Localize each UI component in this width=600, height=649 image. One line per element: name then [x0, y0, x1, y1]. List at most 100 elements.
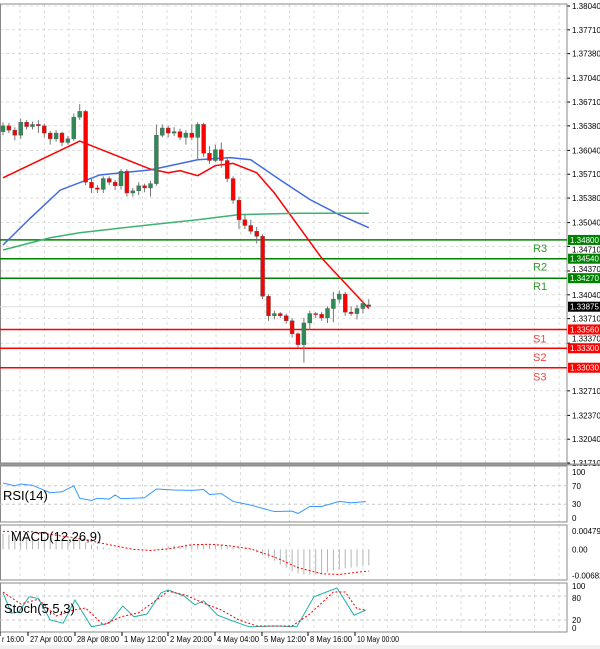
candle-bearish [260, 236, 265, 297]
candle-bullish [331, 298, 336, 309]
price-tick-label: 1.35040 [572, 219, 600, 228]
candle-bullish [53, 132, 59, 140]
level-label-r1: R1 [533, 281, 547, 293]
candle-bullish [171, 131, 177, 134]
rsi-tick-label: 0 [572, 514, 577, 523]
level-price-box [568, 324, 600, 335]
level-price-box [568, 273, 600, 284]
price-tick-label: 1.37380 [572, 50, 600, 59]
candle-bearish [284, 315, 289, 321]
stoch-tick-label: 80 [572, 594, 581, 603]
level-price-box [568, 343, 600, 354]
level-price-label: 1.33560 [570, 325, 599, 334]
price-tick-label: 1.35380 [572, 194, 600, 203]
rsi-tick-label: 70 [572, 482, 581, 491]
price-tick-label: 1.33370 [572, 335, 600, 344]
horizontal-scrollbar[interactable] [0, 645, 600, 649]
candle-bearish [177, 131, 183, 138]
candle-bearish [348, 311, 354, 314]
level-price-label: 1.33300 [570, 344, 599, 353]
macd-signal-line [2, 530, 369, 576]
moving-average-line [2, 212, 369, 251]
price-tick-label: 1.36380 [572, 122, 600, 131]
candle-bullish [118, 171, 124, 186]
rsi-label: RSI(14) [3, 488, 48, 503]
price-tick-label: 1.37710 [572, 26, 600, 35]
price-tick-label: 1.35710 [572, 170, 600, 179]
candle-bearish [201, 124, 206, 154]
candle-bullish [154, 135, 159, 184]
price-tick-label: 1.32040 [572, 435, 600, 444]
stoch-tick-label: 0 [572, 624, 577, 633]
time-axis-label: 2 May 20:00 [170, 635, 213, 644]
candle-bearish [95, 187, 100, 190]
level-price-label: 1.34540 [570, 255, 599, 264]
panel-frame [0, 3, 568, 464]
rsi-line [2, 482, 366, 514]
candle-bearish [24, 122, 29, 127]
current-price-box [568, 301, 600, 312]
candle-bearish [313, 313, 318, 315]
candle-bullish [77, 111, 82, 118]
candle-bearish [242, 219, 248, 226]
price-tick-label: 1.32370 [572, 411, 600, 420]
candle-bearish [248, 225, 254, 232]
panel-frame [0, 465, 568, 523]
candle-bearish [254, 231, 259, 237]
level-price-box [568, 253, 600, 264]
candle-bearish [224, 160, 230, 179]
level-label-r3: R3 [533, 243, 547, 255]
candle-bullish [325, 308, 330, 319]
level-price-box [568, 234, 600, 245]
level-price-label: 1.33030 [570, 364, 599, 373]
stoch-signal-line [2, 590, 366, 627]
candle-bullish [136, 185, 141, 192]
macd-tick-label: -0.006827 [572, 571, 600, 580]
candle-bullish [101, 178, 106, 190]
panel-frame [0, 524, 568, 581]
candle-bearish [36, 124, 41, 127]
candle-bearish [295, 333, 301, 345]
candle-bearish [112, 181, 118, 186]
time-axis-label: 10 May 00:00 [357, 635, 399, 644]
candle-bearish [6, 125, 12, 131]
candle-bearish [366, 304, 371, 307]
candle-bearish [165, 127, 171, 134]
candle-bullish [148, 183, 153, 189]
candle-bullish [65, 138, 71, 143]
candle-bearish [42, 125, 47, 134]
candle-bearish [48, 132, 53, 140]
price-tick-label: 1.36710 [572, 98, 600, 107]
price-tick-label: 1.32710 [572, 387, 600, 396]
candle-bearish [83, 111, 88, 183]
price-tick-label: 1.34370 [572, 265, 600, 274]
candle-bearish [189, 132, 195, 138]
current-price-label: 1.33875 [570, 303, 599, 312]
price-tick-label: 1.36040 [572, 146, 600, 155]
level-price-label: 1.34270 [570, 274, 599, 283]
price-tick-label: 1.37040 [572, 74, 600, 83]
candle-bullish [301, 322, 307, 345]
moving-average-line [2, 156, 370, 246]
candle-bullish [160, 127, 165, 136]
level-label-r2: R2 [533, 262, 547, 274]
candle-bullish [130, 190, 136, 194]
price-tick-label: 1.38040 [572, 2, 600, 11]
price-tick-label: 1.34710 [572, 245, 600, 254]
time-axis-label: 8 May 16:00 [310, 635, 353, 644]
candle-bullish [30, 124, 35, 127]
time-axis-label: 28 Apr 08:00 [77, 635, 120, 644]
stoch-main-line [2, 587, 367, 628]
candle-bearish [124, 171, 130, 194]
candle-bullish [307, 313, 312, 324]
candle-bullish [272, 313, 277, 316]
price-tick-label: 1.34040 [572, 291, 600, 300]
time-axis-label: 27 Apr 00:00 [30, 635, 73, 644]
macd-label: MACD(12,26,9) [11, 529, 102, 544]
level-price-label: 1.34800 [570, 236, 599, 245]
rsi-tick-label: 100 [572, 468, 586, 477]
candle-bearish [319, 314, 324, 319]
candle-bearish [343, 293, 348, 313]
